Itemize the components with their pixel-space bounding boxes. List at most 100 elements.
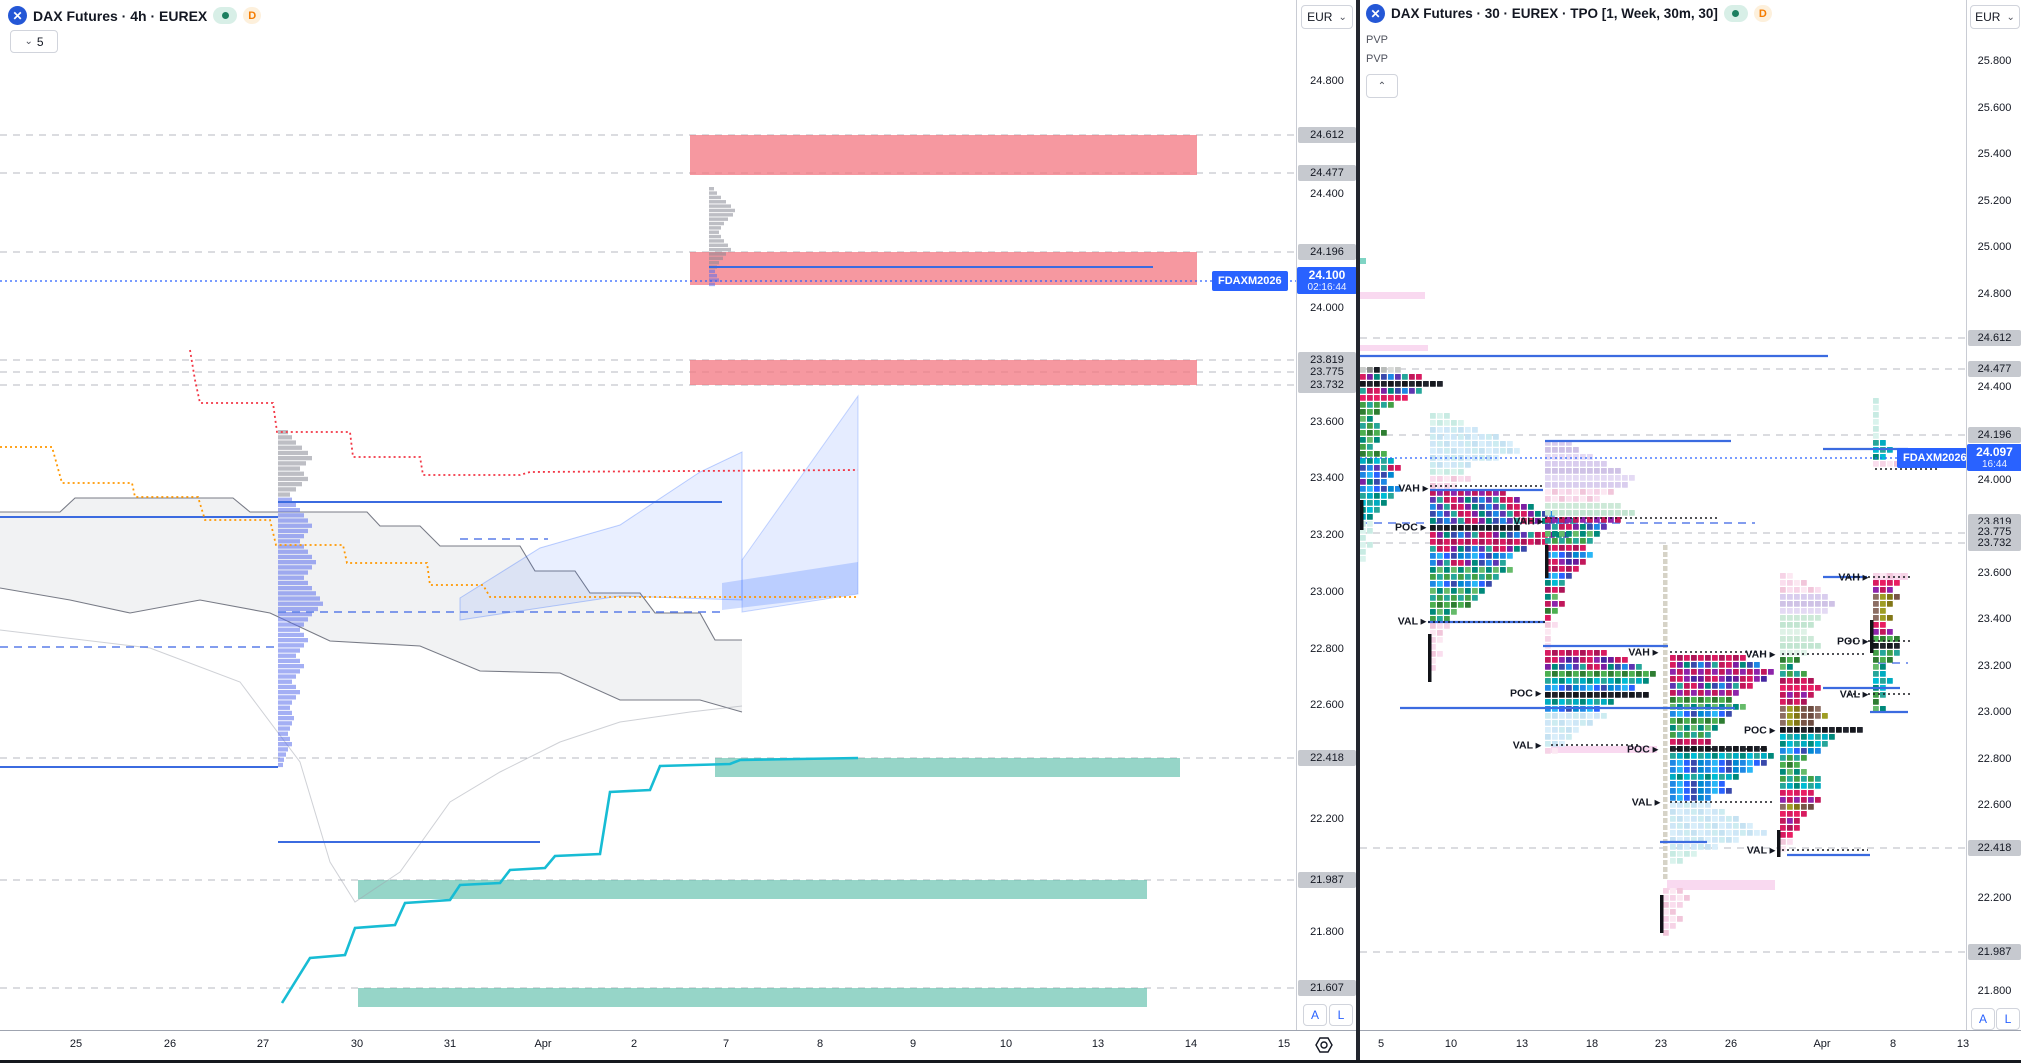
tpo-block [1559, 454, 1565, 460]
tpo-block [1573, 517, 1579, 523]
tpo-block [1552, 566, 1558, 572]
tpo-block [1780, 699, 1786, 705]
tpo-block [1402, 381, 1408, 387]
right-currency-selector[interactable]: EUR ⌄ [1970, 5, 2020, 29]
data-mode-badge[interactable]: D [243, 7, 262, 24]
tpo-block [1479, 553, 1485, 559]
single-print-column [1663, 832, 1668, 837]
volume-profile-row [278, 638, 308, 643]
tpo-block [1794, 692, 1800, 698]
tpo-block [1472, 497, 1478, 503]
tpo-block [1437, 462, 1443, 468]
left-currency-selector[interactable]: EUR ⌄ [1301, 5, 1353, 29]
tpo-block [1437, 441, 1443, 447]
tpo-block [1381, 458, 1387, 464]
tpo-block [1684, 739, 1690, 745]
tpo-block [1437, 434, 1443, 440]
tpo-block [1698, 690, 1704, 696]
tpo-block [1573, 475, 1579, 481]
right-price-axis[interactable]: EUR ⌄ A L 25.800 25.600 25.400 25.200 25.000 2… [1966, 0, 2021, 1030]
indicator-legend-pvp-1[interactable]: PVP [1366, 34, 1389, 46]
indicator-legend-pvp-2[interactable]: PVP [1366, 53, 1389, 65]
volume-profile-row [278, 549, 308, 554]
right-chart-title[interactable]: DAX Futures · 30 · EUREX · TPO [1, Week,… [1391, 6, 1718, 21]
tpo-block [1670, 816, 1676, 822]
auto-scale-button[interactable]: A [1303, 1004, 1327, 1026]
tpo-vah-label: VAH ▸ [1745, 649, 1775, 661]
left-chart-title[interactable]: DAX Futures · 4h · EUREX [33, 7, 208, 24]
tpo-block [1594, 650, 1600, 656]
tpo-block [1493, 441, 1499, 447]
tpo-block [1430, 553, 1436, 559]
tpo-block [1559, 461, 1565, 467]
tpo-block [1559, 552, 1565, 558]
left-chart-canvas[interactable] [0, 0, 1296, 1030]
tpo-block [1444, 434, 1450, 440]
chart-pane-left[interactable]: ✕ DAX Futures · 4h · EUREX D ⌄ 5 FDAXM20… [0, 0, 1296, 1030]
tpo-block [1698, 732, 1704, 738]
log-scale-button[interactable]: L [1996, 1008, 2020, 1030]
tpo-block [1493, 504, 1499, 510]
right-chart-canvas[interactable]: VAH ▸POC ▸VAL ▸VAH ▸POC ▸VAL ▸VAH ▸POC ▸… [1360, 0, 1966, 1030]
tpo-block [1360, 472, 1366, 478]
tpo-block [1787, 664, 1793, 670]
tpo-block [1360, 367, 1366, 373]
tpo-block [1594, 685, 1600, 691]
tpo-block [1615, 510, 1621, 516]
price-tick: 23.400 [1977, 613, 2012, 625]
tpo-block [1801, 643, 1807, 649]
tpo-block [1514, 504, 1520, 510]
tpo-block [1552, 475, 1558, 481]
tpo-block [1670, 909, 1676, 915]
volume-profile-row [278, 669, 300, 674]
pane-divider[interactable] [1356, 0, 1360, 1063]
tpo-block [1719, 837, 1725, 843]
tpo-block [1733, 837, 1739, 843]
tpo-block [1367, 416, 1373, 422]
tpo-block [1479, 518, 1485, 524]
time-axis[interactable]: 25 26 27 30 31 Apr 2 7 8 9 10 13 14 15 5 10 13 18 23 26 Apr 8… [0, 1030, 2021, 1061]
tpo-block [1430, 434, 1436, 440]
volume-profile-row [709, 195, 721, 200]
single-print-column [1663, 776, 1668, 781]
log-scale-button[interactable]: L [1329, 1004, 1353, 1026]
time-tick: 31 [443, 1038, 457, 1050]
tpo-block [1880, 454, 1886, 460]
collapse-legend-button[interactable]: ⌃ [1366, 74, 1398, 98]
tpo-block [1698, 844, 1704, 850]
auto-scale-button[interactable]: A [1971, 1008, 1995, 1030]
market-status-icon[interactable] [213, 7, 238, 24]
tpo-block [1787, 741, 1793, 747]
tpo-block [1444, 518, 1450, 524]
tpo-block [1559, 510, 1565, 516]
volume-profile-row [278, 596, 320, 601]
tpo-block [1444, 609, 1450, 615]
tpo-block [1437, 420, 1443, 426]
tpo-block [1594, 475, 1600, 481]
tpo-block [1573, 538, 1579, 544]
tpo-block [1787, 594, 1793, 600]
tpo-block [1381, 367, 1387, 373]
left-price-axis[interactable]: EUR ⌄ A L 24.800 24.400 24.000 23.600 23.400 2… [1296, 0, 1357, 1030]
tpo-block [1740, 746, 1746, 752]
bar-replay-step-button[interactable]: ⌄ 5 [10, 30, 58, 53]
volume-profile-row [278, 601, 323, 606]
tpo-block [1663, 888, 1669, 894]
tpo-block [1367, 465, 1373, 471]
tpo-block [1580, 461, 1586, 467]
time-tick: 10 [1444, 1038, 1458, 1050]
tpo-block [1719, 690, 1725, 696]
tpo-block [1437, 511, 1443, 517]
single-print-column [1663, 748, 1668, 753]
tpo-block [1374, 437, 1380, 443]
price-tick: 24.000 [1310, 302, 1344, 314]
level-badge: 21.987 [1298, 872, 1356, 888]
tpo-block [1754, 662, 1760, 668]
market-status-icon[interactable] [1723, 5, 1748, 22]
tpo-block [1684, 683, 1690, 689]
data-mode-badge[interactable]: D [1753, 5, 1772, 22]
tpo-block [1733, 816, 1739, 822]
tpo-block [1444, 616, 1450, 622]
tpo-block [1367, 472, 1373, 478]
chart-pane-right[interactable]: VAH ▸ POC ▸ VAL ▸ VAH ▸ POC ▸ VAL ▸ VAH ▸ POC ▸… [1360, 0, 1966, 1030]
